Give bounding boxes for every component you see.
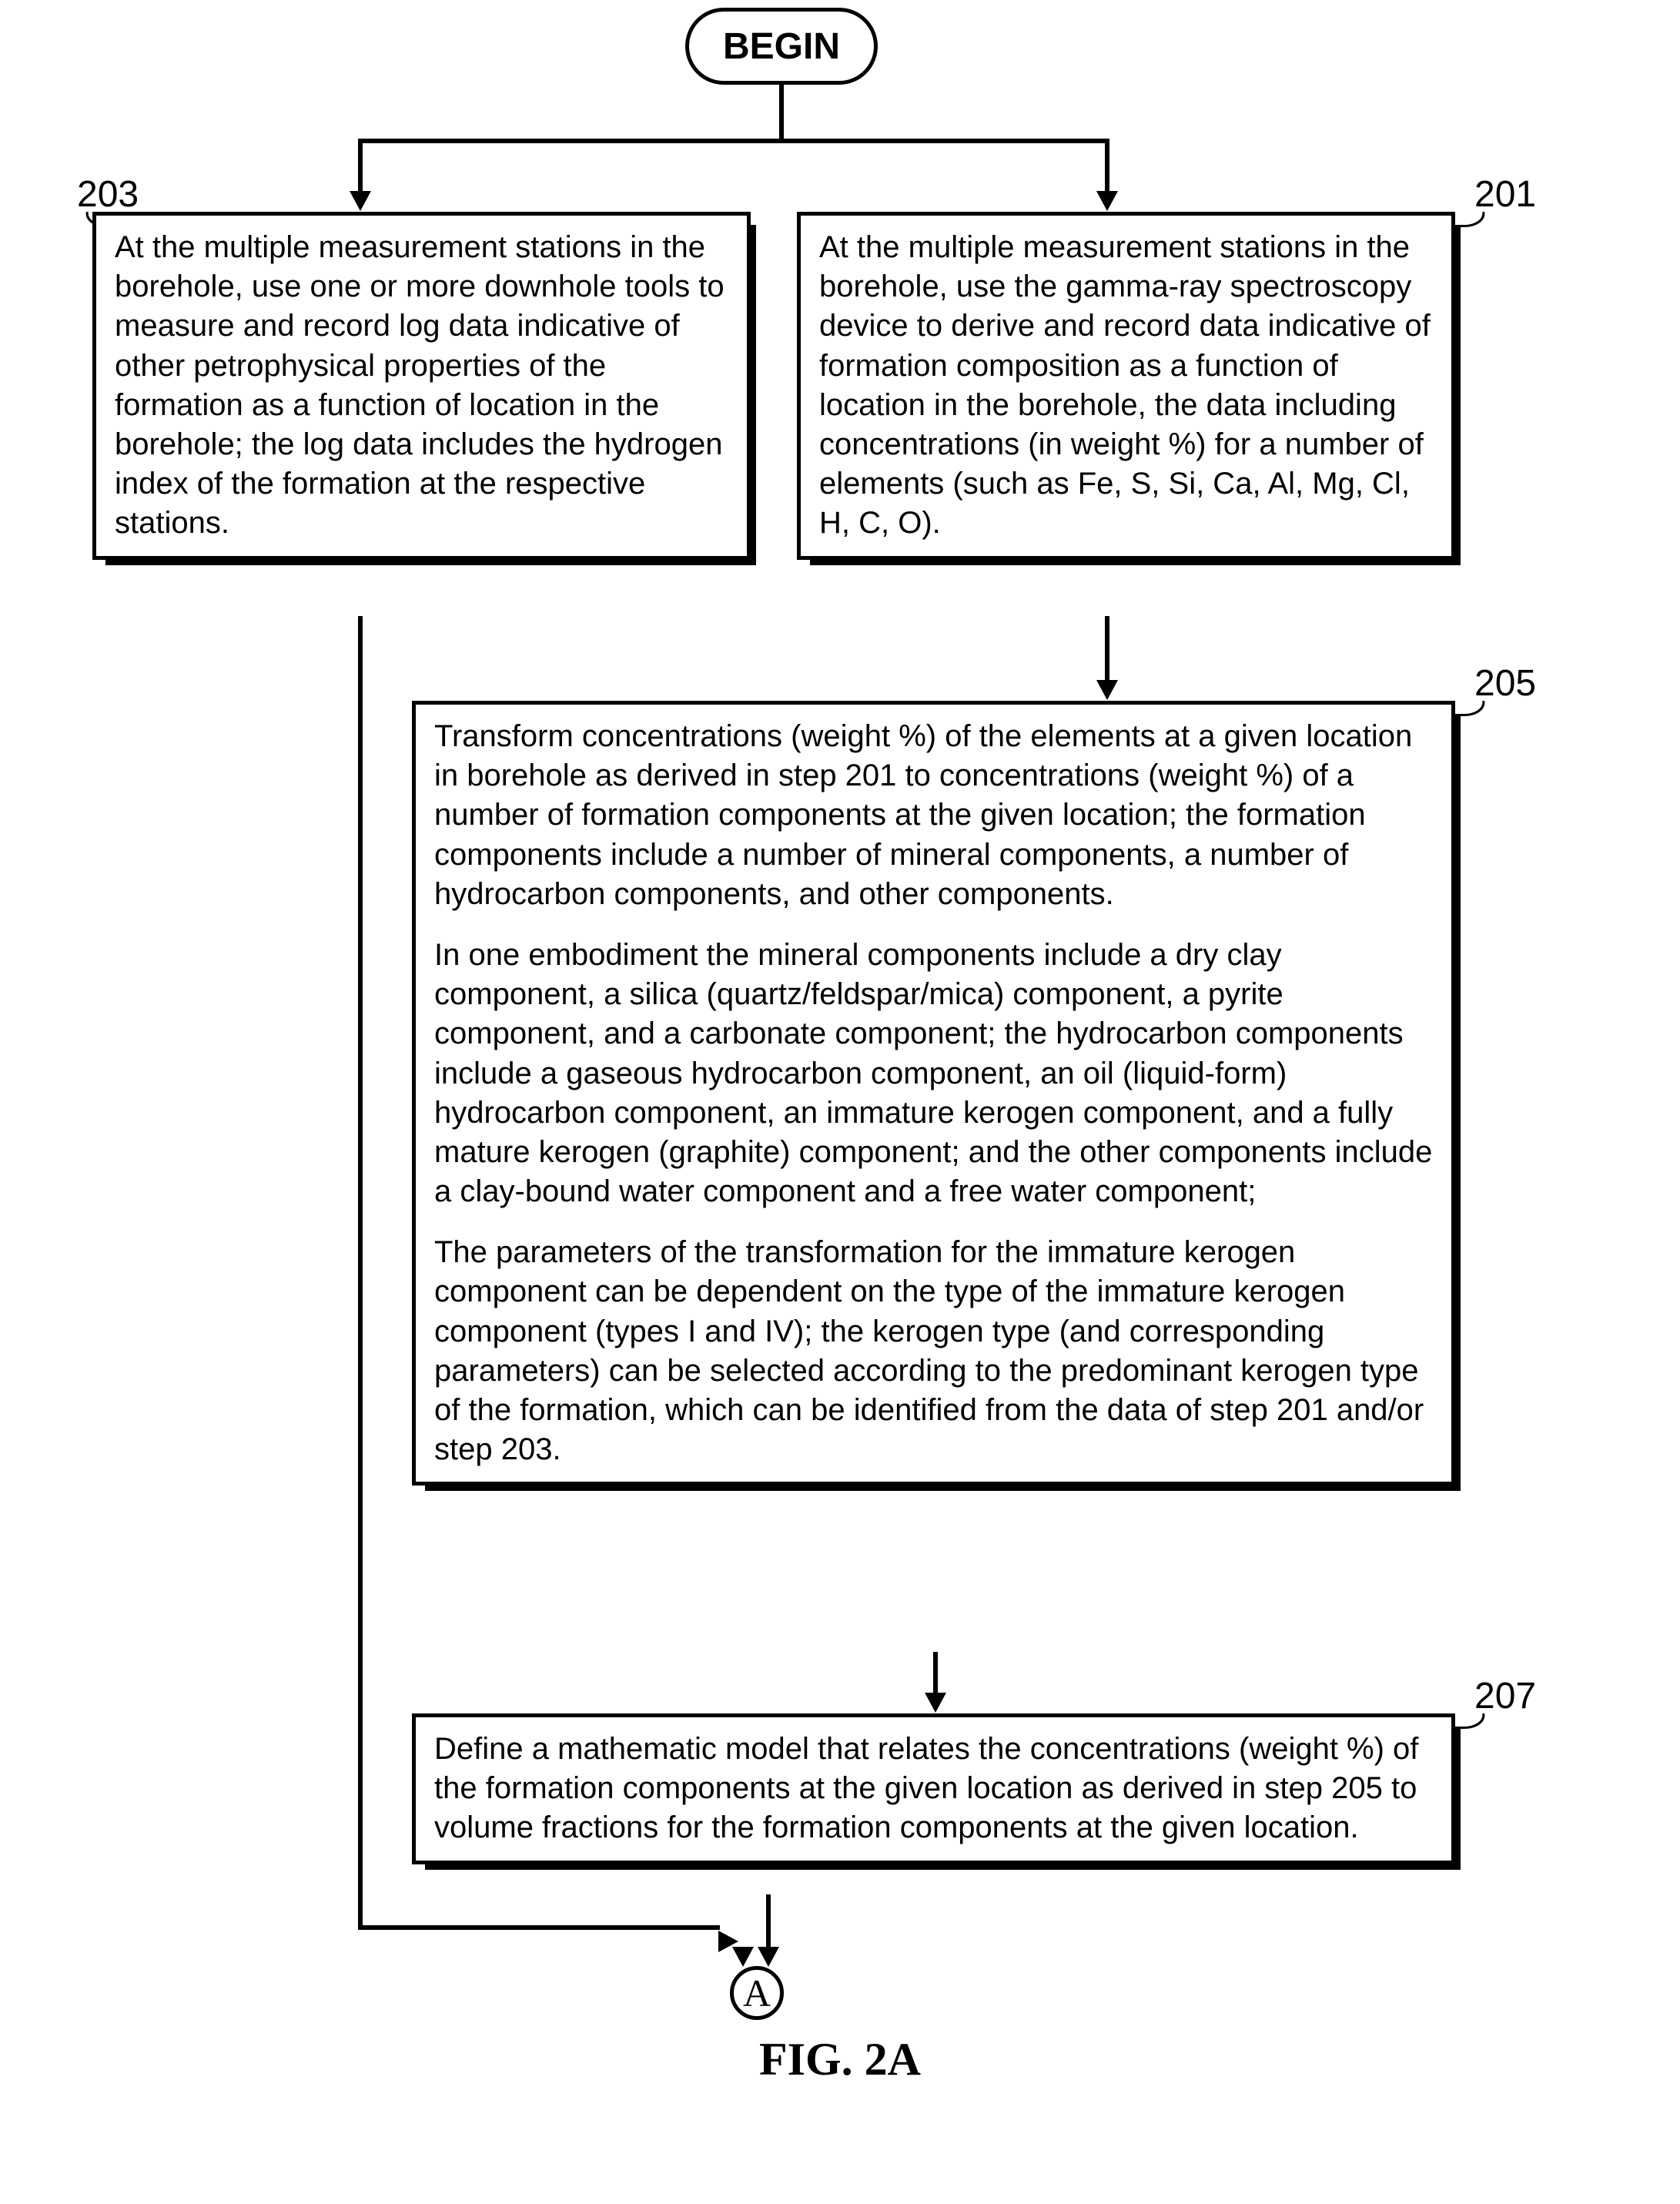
ref-number-207: 207 <box>1474 1675 1536 1717</box>
connector-line <box>358 139 363 193</box>
arrowhead-icon <box>925 1693 946 1713</box>
connector-line <box>358 1925 720 1930</box>
begin-terminator: BEGIN <box>685 8 878 85</box>
arrowhead-icon <box>732 1947 754 1967</box>
connector-line <box>933 1652 938 1694</box>
box-text: Define a mathematic model that relates t… <box>434 1730 1433 1848</box>
figure-label: FIG. 2A <box>100 2033 1580 2086</box>
ref-number-201: 201 <box>1474 173 1536 216</box>
arrowhead-icon <box>1096 680 1118 700</box>
box-203: At the multiple measurement stations in … <box>92 212 751 560</box>
connector-label: A <box>743 1971 771 2015</box>
begin-label: BEGIN <box>723 25 840 68</box>
arrowhead-icon <box>350 191 371 211</box>
box-text: In one embodiment the mineral components… <box>434 936 1433 1211</box>
connector-line <box>766 1894 771 1948</box>
ref-number-205: 205 <box>1474 662 1536 705</box>
connector-line <box>358 139 1109 143</box>
connector-line <box>1105 139 1109 193</box>
figure-label-text: FIG. 2A <box>759 2034 921 2085</box>
ref-number-203: 203 <box>77 173 139 216</box>
box-205: Transform concentrations (weight %) of t… <box>412 701 1455 1486</box>
box-text: At the multiple measurement stations in … <box>115 228 728 544</box>
flowchart: BEGIN 203 At the multiple measurement st… <box>100 77 1580 2095</box>
connector-line <box>779 85 784 139</box>
connector-line <box>1105 616 1109 682</box>
off-page-connector-a: A <box>730 1966 784 2020</box>
box-207: Define a mathematic model that relates t… <box>412 1713 1455 1864</box>
box-text: At the multiple measurement stations in … <box>819 228 1433 544</box>
box-text: The parameters of the transformation for… <box>434 1233 1433 1469</box>
arrowhead-icon <box>1096 191 1118 211</box>
box-text: Transform concentrations (weight %) of t… <box>434 717 1433 914</box>
connector-line <box>358 616 363 1929</box>
box-201: At the multiple measurement stations in … <box>797 212 1455 560</box>
arrowhead-icon <box>758 1947 779 1967</box>
